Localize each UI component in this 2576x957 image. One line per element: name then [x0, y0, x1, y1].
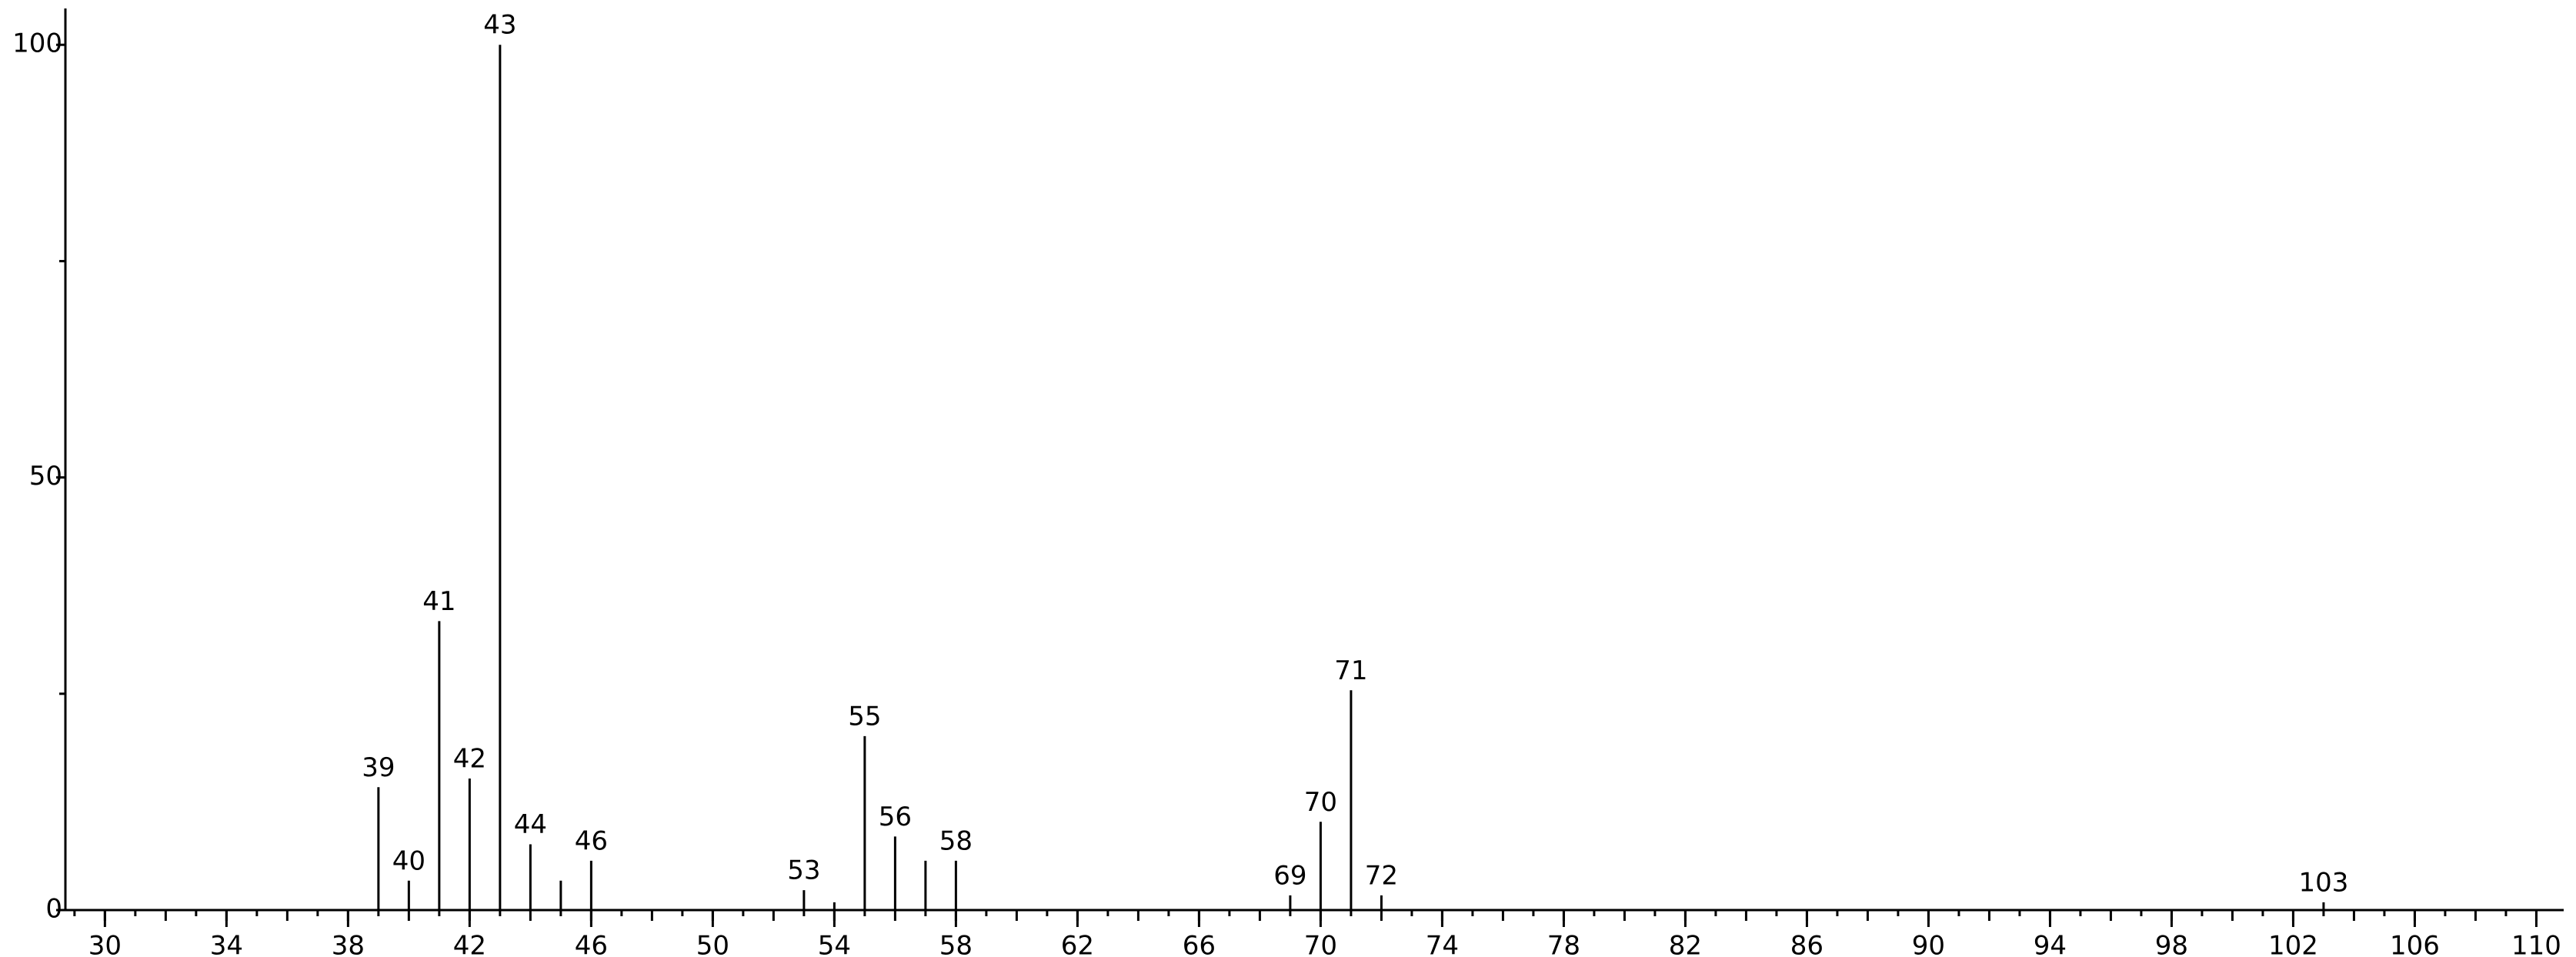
- x-tick-label: 82: [1669, 931, 1702, 957]
- peak-label: 72: [1365, 860, 1398, 891]
- x-tick-label: 78: [1547, 931, 1580, 957]
- x-tick-label: 102: [2268, 931, 2318, 957]
- x-tick-label: 34: [210, 931, 243, 957]
- x-tick-label: 106: [2390, 931, 2440, 957]
- x-tick-label: 54: [818, 931, 851, 957]
- x-tick-label: 30: [88, 931, 122, 957]
- x-tick-label: 42: [453, 931, 486, 957]
- peak-label: 69: [1273, 860, 1306, 891]
- peak-label: 70: [1304, 787, 1337, 818]
- x-tick-label: 74: [1426, 931, 1459, 957]
- x-tick-label: 66: [1183, 931, 1216, 957]
- peak-label: 46: [575, 825, 608, 856]
- x-tick-label: 50: [696, 931, 729, 957]
- y-tick-label: 100: [12, 28, 62, 59]
- x-tick-label: 62: [1061, 931, 1094, 957]
- peak-label: 58: [939, 825, 973, 856]
- peak-label: 103: [2298, 867, 2348, 898]
- x-tick-label: 58: [939, 931, 973, 957]
- y-tick-label: 0: [45, 894, 62, 925]
- peak-label: 40: [392, 845, 425, 876]
- x-tick-label: 46: [575, 931, 608, 957]
- peak-label: 41: [422, 586, 455, 617]
- x-tick-label: 70: [1304, 931, 1337, 957]
- peak-label: 56: [879, 802, 912, 832]
- x-tick-label: 110: [2511, 931, 2561, 957]
- x-tick-label: 98: [2155, 931, 2188, 957]
- x-tick-label: 86: [1790, 931, 1824, 957]
- peak-label: 55: [848, 701, 881, 732]
- peak-label: 43: [483, 10, 516, 41]
- peak-label: 71: [1334, 655, 1367, 686]
- peak-label: 44: [514, 809, 547, 840]
- x-tick-label: 94: [2034, 931, 2067, 957]
- peak-label: 42: [453, 744, 486, 775]
- peak-label: 39: [362, 752, 395, 783]
- x-tick-label: 90: [1912, 931, 1945, 957]
- x-tick-label: 38: [332, 931, 365, 957]
- y-tick-label: 50: [29, 461, 62, 492]
- peak-label: 53: [787, 855, 820, 886]
